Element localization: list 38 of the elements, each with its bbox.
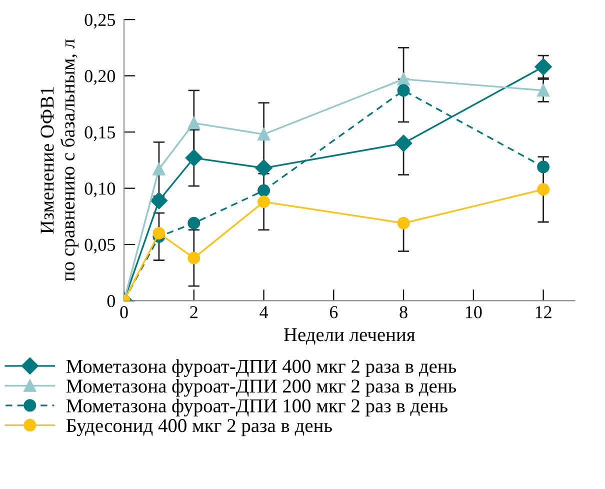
legend-label: Мометазона фуроат-ДПИ 100 мкг 2 раз в день xyxy=(66,398,448,416)
point xyxy=(537,160,550,174)
legend-label: Мометазона фуроат-ДПИ 200 мкг 2 раза в день xyxy=(66,378,456,397)
point xyxy=(258,196,270,208)
point xyxy=(185,149,202,166)
point xyxy=(537,84,550,97)
y-tick-label: 0,10 xyxy=(84,182,116,198)
point xyxy=(397,216,410,230)
x-tick-label: 12 xyxy=(536,306,552,318)
x-tick-label: 6 xyxy=(330,306,338,318)
y-tick-label: 0,20 xyxy=(84,70,116,85)
point xyxy=(397,72,410,86)
point xyxy=(152,162,166,176)
point xyxy=(258,128,270,141)
point xyxy=(394,134,412,152)
x-tick-label: 0 xyxy=(120,306,128,318)
point xyxy=(188,116,200,130)
point xyxy=(150,192,168,210)
point xyxy=(397,84,410,97)
y-tick-label: 0,15 xyxy=(84,126,115,142)
point xyxy=(152,227,166,240)
y-axis-title: Изменение ОФВ1 по сравнению с базальным, л xyxy=(40,39,79,282)
x-tick-label: 4 xyxy=(260,306,268,318)
y-tick-label: 0,25 xyxy=(84,14,115,29)
legend-label: Мометазона фуроат-ДПИ 400 мкг 2 раза в день xyxy=(66,359,456,377)
point xyxy=(534,58,552,76)
point xyxy=(537,183,550,196)
x-axis-title: Недели лечения xyxy=(284,328,415,345)
y-tick-label: 0 xyxy=(107,294,116,308)
point xyxy=(258,184,270,197)
point xyxy=(255,159,272,177)
point xyxy=(188,216,200,230)
x-tick-label: 10 xyxy=(466,306,482,318)
y-tick-label: 0,05 xyxy=(84,238,115,254)
legend-label: Будесонид 400 мкг 2 раза в день xyxy=(66,419,332,436)
x-tick-label: 8 xyxy=(400,306,408,318)
point xyxy=(188,252,200,264)
x-tick-label: 2 xyxy=(190,306,198,318)
